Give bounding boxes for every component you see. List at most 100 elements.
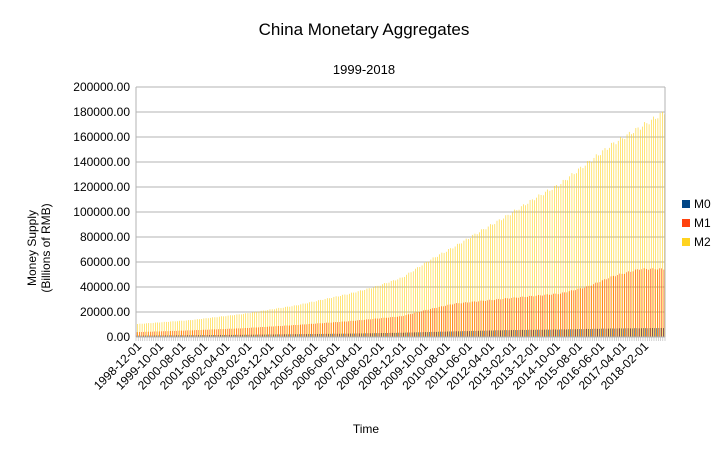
bar-m1 <box>229 328 230 337</box>
bar-m1 <box>489 299 491 337</box>
bar-m0 <box>429 332 430 337</box>
bar-m0 <box>438 331 439 337</box>
bar-m0 <box>281 334 283 337</box>
bar-m2 <box>245 313 247 337</box>
bar-m1 <box>454 303 455 337</box>
bar-m0 <box>180 335 181 337</box>
bar-m2 <box>628 131 630 337</box>
bar-m0 <box>618 328 620 337</box>
bar-m1 <box>183 330 184 337</box>
bar-m0 <box>460 331 461 337</box>
bar-m0 <box>237 334 239 337</box>
bar-m1 <box>535 295 537 337</box>
bar-m1 <box>648 269 649 337</box>
bar-m2 <box>419 267 421 337</box>
bar-m0 <box>167 335 168 337</box>
bar-m2 <box>512 212 513 337</box>
bar-m1 <box>582 288 583 337</box>
bar-m2 <box>296 305 297 337</box>
bar-m0 <box>610 328 611 337</box>
bar-m1 <box>546 294 548 337</box>
bar-m0 <box>378 333 380 337</box>
bar-m1 <box>377 318 378 337</box>
bar-m0 <box>418 332 419 337</box>
bar-m0 <box>513 329 514 337</box>
bar-m2 <box>229 315 231 337</box>
bar-m1 <box>304 324 305 337</box>
bar-m1 <box>652 268 654 337</box>
y-tick-label: 140000.00 <box>73 155 130 169</box>
bar-m1 <box>447 304 449 337</box>
bar-m1 <box>383 317 385 337</box>
bar-m1 <box>295 324 297 337</box>
bar-m2 <box>144 323 145 337</box>
bar-m0 <box>451 331 453 337</box>
bar-m2 <box>417 267 418 337</box>
bar-m0 <box>184 335 186 337</box>
bar-m2 <box>423 262 425 337</box>
bar-m0 <box>585 328 587 337</box>
bar-m0 <box>431 331 433 337</box>
bar-m0 <box>336 333 338 337</box>
bar-m0 <box>153 335 155 337</box>
bar-m1 <box>496 299 497 337</box>
bar-m0 <box>599 328 600 337</box>
bar-m0 <box>486 330 488 337</box>
bar-m2 <box>633 133 634 337</box>
bar-m0 <box>411 332 413 337</box>
bar-m0 <box>394 332 395 337</box>
bar-m2 <box>335 296 337 337</box>
bar-m1 <box>359 320 361 337</box>
bar-m2 <box>267 310 269 337</box>
bar-m1 <box>416 312 418 337</box>
bar-m2 <box>655 118 656 337</box>
bar-m0 <box>383 333 384 337</box>
bar-m1 <box>260 327 261 337</box>
bar-m1 <box>255 327 257 337</box>
bar-m1 <box>152 331 153 337</box>
bar-m0 <box>636 328 638 337</box>
bar-m0 <box>145 335 146 337</box>
bar-m1 <box>297 324 299 337</box>
bar-m1 <box>205 329 206 337</box>
bar-m2 <box>591 161 593 337</box>
y-tick-label: 200000.00 <box>73 80 130 94</box>
bar-m2 <box>326 298 328 337</box>
bar-m2 <box>192 320 194 337</box>
bar-m0 <box>246 334 248 337</box>
bar-m1 <box>355 320 356 337</box>
bar-m2 <box>280 308 282 337</box>
bar-m2 <box>373 287 374 337</box>
x-axis-ticks: 1998-12-011999-10-012000-08-012001-06-01… <box>91 339 652 393</box>
bar-m1 <box>286 325 288 337</box>
bar-m2 <box>434 257 436 337</box>
bar-m2 <box>309 302 310 337</box>
bar-m2 <box>648 124 650 337</box>
bar-m0 <box>592 328 594 337</box>
bar-m1 <box>423 310 424 337</box>
bar-m1 <box>344 321 345 337</box>
bar-m0 <box>327 333 329 337</box>
bar-m2 <box>170 321 172 337</box>
bar-m2 <box>287 306 288 337</box>
bar-m1 <box>650 268 651 337</box>
bar-m1 <box>659 268 660 337</box>
bar-m0 <box>510 330 512 337</box>
bar-m2 <box>302 303 304 337</box>
bar-m2 <box>408 272 410 337</box>
bar-m1 <box>507 298 508 337</box>
bar-m1 <box>313 323 314 337</box>
bar-m0 <box>603 328 605 337</box>
bar-m1 <box>623 273 625 337</box>
bar-m2 <box>452 248 454 337</box>
bar-m2 <box>430 259 432 337</box>
bar-m2 <box>344 294 346 337</box>
bar-m1 <box>502 299 504 337</box>
bar-m0 <box>453 331 455 337</box>
bar-m2 <box>560 184 562 337</box>
bar-m0 <box>314 334 316 337</box>
bar-m0 <box>299 334 300 337</box>
bar-m0 <box>202 335 203 337</box>
bar-m2 <box>399 277 401 337</box>
bar-m2 <box>534 200 535 337</box>
